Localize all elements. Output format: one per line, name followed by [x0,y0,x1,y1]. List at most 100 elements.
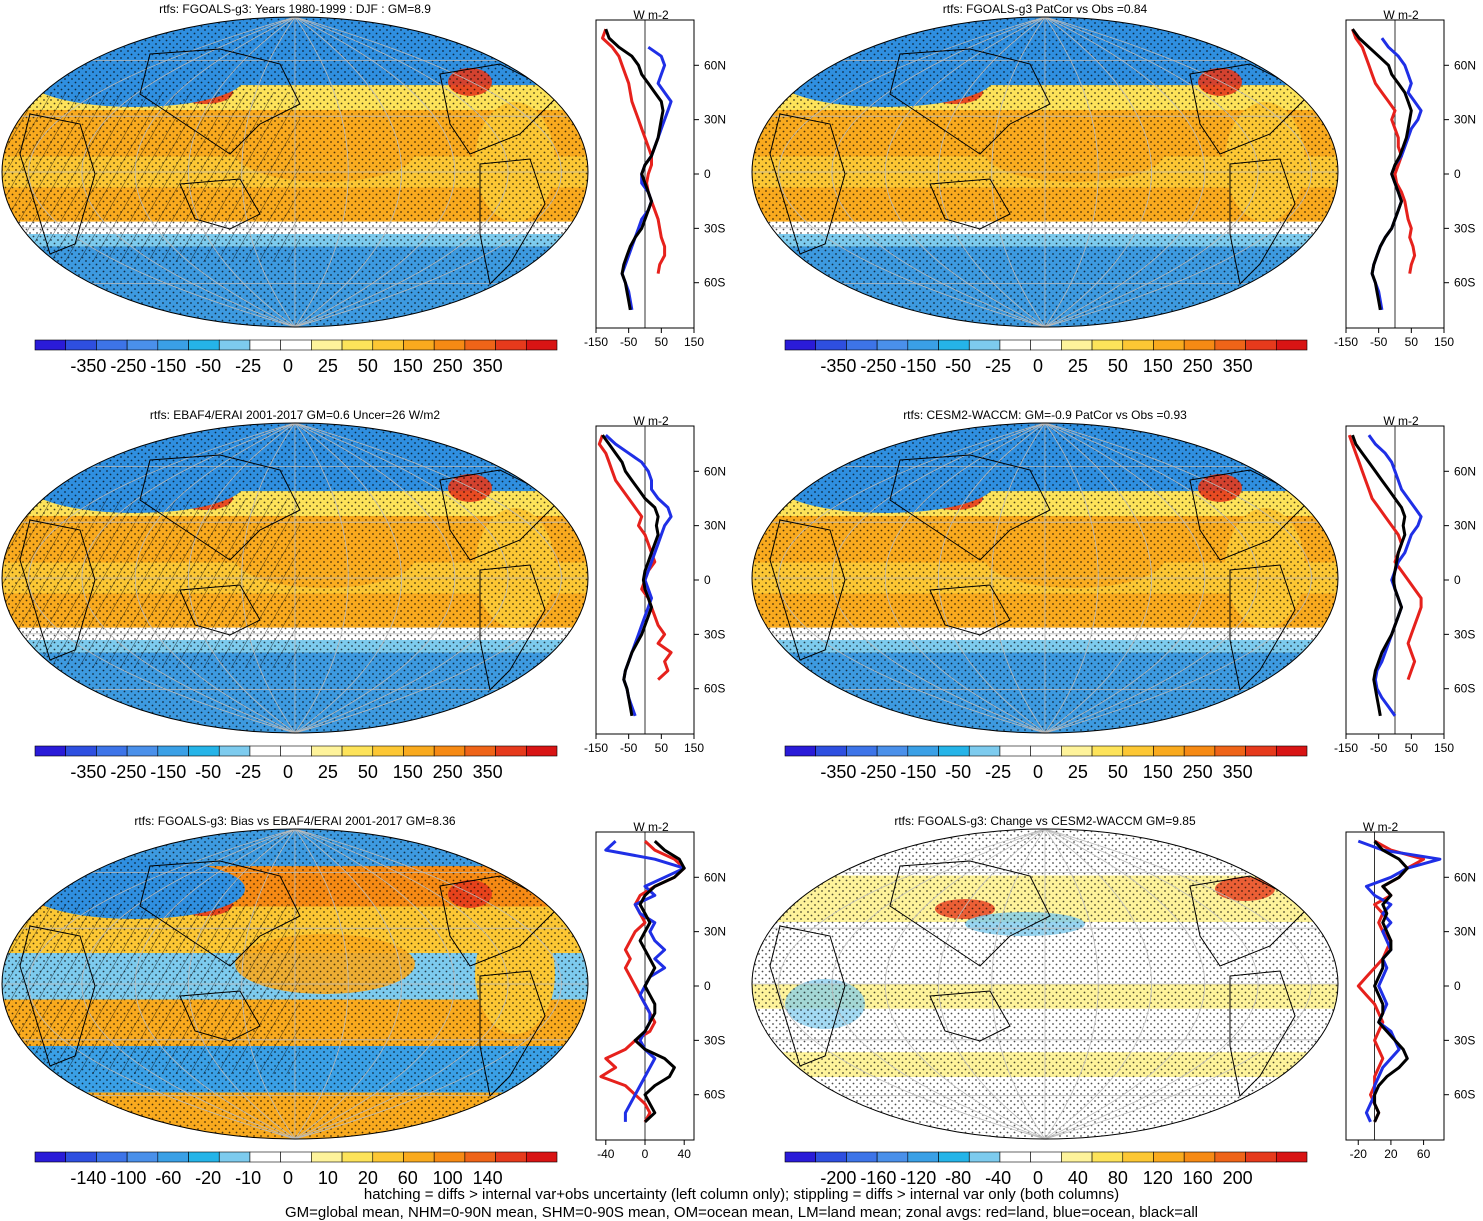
colorbar-tick-label: -80 [945,1168,971,1188]
colorbar-tick-label: -160 [860,1168,896,1188]
profile-lat-label: 60N [1454,870,1476,884]
map-field [752,423,1338,733]
colorbar-tick-label: -350 [820,762,856,782]
colorbar-tick-label: 20 [358,1168,378,1188]
profile-lat-label: 0 [704,167,711,181]
colorbar-tick-label: 0 [1033,762,1043,782]
colorbar-tick-label: 100 [433,1168,463,1188]
profile-lat-label: 30N [1454,113,1476,127]
colorbar-tick-label: -50 [945,356,971,376]
profile-x-label: -20 [1350,1147,1368,1161]
map-field [2,423,588,733]
colorbar-tick-label: 250 [1183,762,1213,782]
panel-title: rtfs: EBAF4/ERAI 2001-2017 GM=0.6 Uncer=… [149,408,441,422]
zonal-profile [1345,831,1449,1145]
colorbar-tick-label: -50 [945,762,971,782]
panel-title: rtfs: FGOALS-g3: Bias vs EBAF4/ERAI 2001… [134,814,456,828]
profile-lat-label: 30S [1454,627,1475,641]
colorbar [784,1151,1308,1163]
profile-x-label: -50 [1370,335,1388,349]
colorbar-tick-label: 0 [283,356,293,376]
profile-lat-label: 60N [1454,58,1476,72]
profile-unit-label: W m-2 [1383,414,1419,428]
map-border [1,16,589,328]
colorbar-tick-label: 350 [1223,762,1253,782]
colorbar-tick-label: -10 [235,1168,261,1188]
profile-lat-label: 30N [704,925,726,939]
panel-title: rtfs: CESM2-WACCM: GM=-0.9 PatCor vs Obs… [903,408,1187,422]
colorbar-tick-label: -150 [150,762,186,782]
colorbar [784,745,1308,757]
colorbar-tick-label: -50 [195,762,221,782]
profile-unit-label: W m-2 [633,8,669,22]
panel-title: rtfs: FGOALS-g3: Change vs CESM2-WACCM G… [894,814,1196,828]
profile-unit-label: W m-2 [633,414,669,428]
profile-series-2 [601,434,660,717]
profile-x-label: 150 [684,335,704,349]
profile-lat-label: 30N [1454,925,1476,939]
colorbar-tick-label: -250 [860,356,896,376]
profile-lat-label: 60S [704,276,725,290]
colorbar-tick-label: 0 [283,762,293,782]
profile-x-label: 60 [1417,1147,1431,1161]
profile-series-2 [1351,28,1413,311]
profile-x-label: 150 [1434,335,1454,349]
profile-series-1 [1357,839,1442,1123]
profile-unit-label: W m-2 [633,820,669,834]
zonal-profile [1345,19,1449,333]
colorbar-tick-label: 50 [1108,356,1128,376]
colorbar-tick-label: 250 [1183,356,1213,376]
profile-lat-label: 30S [704,627,725,641]
colorbar-tick-label: 250 [433,356,463,376]
colorbar-tick-label: 150 [393,762,423,782]
map-border [751,422,1339,734]
colorbar-tick-label: -25 [985,356,1011,376]
profile-lat-label: 60S [704,1088,725,1102]
profile-series-2 [1351,434,1407,717]
colorbar-tick-label: -150 [900,356,936,376]
colorbar-tick-label: -350 [70,356,106,376]
colorbar-tick-label: -20 [195,1168,221,1188]
panel-fgoals-mean: rtfs: FGOALS-g3: Years 1980-1999 : DJF :… [0,0,733,406]
profile-lat-label: 60S [704,682,725,696]
profile-lat-label: 30S [704,1033,725,1047]
colorbar-tick-label: 0 [1033,1168,1043,1188]
profile-x-label: -150 [584,741,608,755]
colorbar-tick-label: 150 [1143,356,1173,376]
colorbar-tick-label: -250 [110,762,146,782]
colorbar [34,745,558,757]
profile-lat-label: 0 [1454,979,1461,993]
profile-lat-label: 30S [1454,221,1475,235]
colorbar-tick-label: 150 [1143,762,1173,782]
profile-lat-label: 60S [1454,682,1475,696]
map-border [751,828,1339,1140]
colorbar-tick-label: 0 [1033,356,1043,376]
profile-lat-label: 60N [704,58,726,72]
colorbar-tick-label: -120 [900,1168,936,1188]
zonal-profile [1345,425,1449,739]
profile-lat-label: 30S [1454,1033,1475,1047]
colorbar-tick-label: -140 [70,1168,106,1188]
profile-lat-label: 30S [704,221,725,235]
colorbar-tick-label: 160 [1183,1168,1213,1188]
profile-lat-label: 0 [704,573,711,587]
profile-x-label: 150 [1434,741,1454,755]
colorbar [784,339,1308,351]
colorbar-tick-label: 0 [283,1168,293,1188]
profile-lat-label: 0 [1454,573,1461,587]
profile-series-2 [633,839,686,1123]
colorbar-tick-label: -250 [860,762,896,782]
profile-x-label: 20 [1384,1147,1398,1161]
map-border [751,16,1339,328]
profile-series-2 [1373,840,1409,1123]
colorbar-tick-label: -150 [150,356,186,376]
profile-x-label: -50 [620,335,638,349]
profile-lat-label: 60N [704,870,726,884]
colorbar-tick-label: 120 [1143,1168,1173,1188]
colorbar-tick-label: 150 [393,356,423,376]
colorbar-tick-label: 25 [318,356,338,376]
